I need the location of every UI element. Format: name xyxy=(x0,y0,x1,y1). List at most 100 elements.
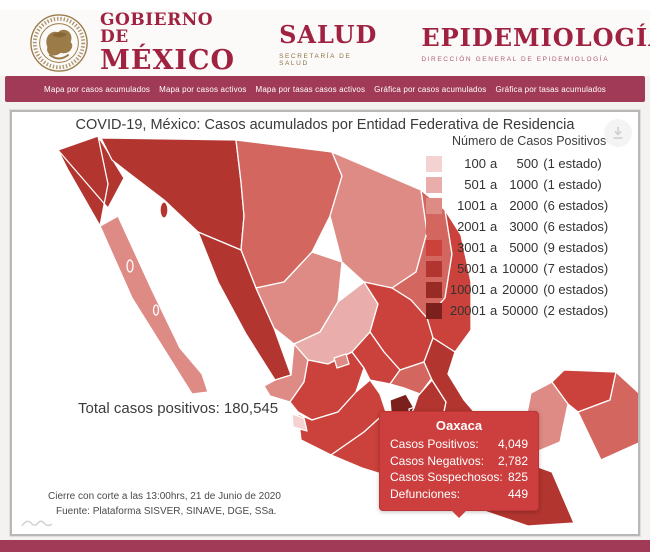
brand-line1: GOBIERNO DE xyxy=(100,9,214,48)
legend-range-from: 3001 xyxy=(457,240,486,255)
nav-mapa-casos-activos[interactable]: Mapa por casos activos xyxy=(159,84,247,94)
legend-range-from: 5001 xyxy=(457,261,486,276)
legend-title: Número de Casos Positivos xyxy=(452,134,607,148)
mexico-choropleth-map xyxy=(57,135,638,527)
legend-range-to: 3000 xyxy=(509,219,539,234)
legend-item: 100 a 500 (1 estado) xyxy=(426,153,636,174)
state-baja-california-sur[interactable] xyxy=(99,215,209,395)
tooltip-label: Casos Sospechosos: xyxy=(390,470,503,484)
legend-range-to: 2000 xyxy=(509,198,539,213)
tooltip-state-name: Oaxaca xyxy=(435,418,483,433)
dashboard-panel: COVID-19, México: Casos acumulados por E… xyxy=(10,110,640,536)
island[interactable] xyxy=(152,304,160,316)
legend-count: (6 estados) xyxy=(543,219,609,234)
main-nav: Mapa por casos acumulados Mapa por casos… xyxy=(5,76,645,102)
tooltip-row: Defunciones: 449 xyxy=(390,486,528,503)
legend-swatch xyxy=(426,260,442,277)
legend-a: a xyxy=(490,261,498,276)
nav-grafica-tasas-acumulados[interactable]: Gráfica por tasas acumulados xyxy=(495,84,606,94)
legend-item: 10001 a 20000 (0 estados) xyxy=(426,279,636,300)
legend-item: 20001 a 50000 (2 estados) xyxy=(426,300,636,321)
legend-a: a xyxy=(490,219,498,234)
tooltip-label: Defunciones: xyxy=(390,486,461,501)
legend-swatch xyxy=(426,302,442,319)
legend-range-to: 5000 xyxy=(509,240,539,255)
island-tiburon[interactable] xyxy=(159,201,169,219)
tooltip-row: Casos Sospechosos: 825 xyxy=(390,469,528,486)
salud-block: SALUD SECRETARÍA DE SALUD xyxy=(279,20,377,67)
legend-swatch xyxy=(426,176,442,193)
legend-range-to: 50000 xyxy=(502,303,539,318)
legend-swatch xyxy=(426,155,442,172)
tooltip-label: Casos Negativos: xyxy=(390,453,485,468)
legend-range-from: 100 xyxy=(464,156,486,171)
legend-count: (1 estado) xyxy=(543,177,602,192)
epidemiologia-block: EPIDEMIOLOGÍA DIRECCIÓN GENERAL DE EPIDE… xyxy=(421,23,650,63)
legend-range-from: 2001 xyxy=(457,219,486,234)
state-colima[interactable] xyxy=(291,413,308,432)
legend-range-from: 10001 xyxy=(449,282,486,297)
legend-count: (9 estados) xyxy=(543,240,609,255)
tooltip-value: 2,782 xyxy=(497,453,528,468)
legend-count: (1 estado) xyxy=(543,156,602,171)
epidemiologia-subtitle: DIRECCIÓN GENERAL DE EPIDEMIOLOGÍA xyxy=(421,56,610,63)
state-coahuila[interactable] xyxy=(329,151,428,289)
legend-range-from: 1001 xyxy=(457,198,486,213)
legend-item: 2001 a 3000 (6 estados) xyxy=(426,216,636,237)
source-note: Fuente: Plataforma SISVER, SINAVE, DGE, … xyxy=(56,506,277,517)
tooltip-value: 4,049 xyxy=(497,437,528,451)
legend-item: 1001 a 2000 (6 estados) xyxy=(426,195,636,216)
state-michoacan[interactable] xyxy=(297,379,387,456)
header: GOBIERNO DE MÉXICO SALUD SECRETARÍA DE S… xyxy=(0,0,650,76)
legend-swatch xyxy=(426,218,442,235)
legend-a: a xyxy=(490,240,498,255)
legend-range-from: 501 xyxy=(464,177,486,192)
legend-range-to: 20000 xyxy=(502,282,539,297)
salud-subtitle: SECRETARÍA DE SALUD xyxy=(279,52,352,67)
bottom-bar xyxy=(0,540,650,552)
legend-range-to: 500 xyxy=(516,156,539,171)
legend-a: a xyxy=(490,198,498,213)
legend-swatch xyxy=(426,281,442,298)
island[interactable] xyxy=(126,259,134,273)
legend-item: 501 a 1000 (1 estado) xyxy=(426,174,636,195)
tooltip-row: Casos Negativos: 2,782 xyxy=(390,453,528,470)
legend-a: a xyxy=(490,156,498,171)
panel-title: COVID-19, México: Casos acumulados por E… xyxy=(75,117,575,133)
download-button[interactable] xyxy=(604,119,632,147)
tooltip-value: 825 xyxy=(507,470,528,484)
oaxaca-tooltip: Oaxaca Casos Positivos: 4,049 Casos Nega… xyxy=(379,411,539,518)
total-cases-label: Total casos positivos: 180,545 xyxy=(78,400,279,417)
legend-range-to: 1000 xyxy=(509,177,539,192)
mexico-coat-of-arms-logo xyxy=(30,14,88,72)
legend-item: 5001 a 10000 (7 estados) xyxy=(426,258,636,279)
decorative-squiggle xyxy=(21,520,53,527)
legend-a: a xyxy=(490,303,498,318)
cutoff-date-note: Cierre con corte a las 13:00hrs, 21 de J… xyxy=(48,491,281,502)
download-icon xyxy=(613,127,623,139)
legend: Número de Casos Positivos 100 a 500 (1 est… xyxy=(426,134,636,321)
nav-grafica-casos-acumulados[interactable]: Gráfica por casos acumulados xyxy=(374,84,487,94)
salud-title: SALUD xyxy=(279,19,378,49)
tooltip-label: Casos Positivos: xyxy=(390,437,479,451)
legend-swatch xyxy=(426,239,442,256)
nav-mapa-tasas-casos-activos[interactable]: Mapa por tasas casos activos xyxy=(255,84,366,94)
legend-a: a xyxy=(490,177,498,192)
legend-count: (0 estados) xyxy=(543,282,609,297)
legend-range-to: 10000 xyxy=(502,261,539,276)
legend-swatch xyxy=(426,197,442,214)
epidemiologia-title: EPIDEMIOLOGÍA xyxy=(421,23,650,52)
nav-mapa-casos-acumulados[interactable]: Mapa por casos acumulados xyxy=(44,84,151,94)
state-quintana-roo[interactable] xyxy=(577,371,638,461)
state-aguascalientes[interactable] xyxy=(333,353,350,369)
legend-range-from: 20001 xyxy=(449,303,486,318)
legend-item: 3001 a 5000 (9 estados) xyxy=(426,237,636,258)
brand-gobierno-de-mexico: GOBIERNO DE MÉXICO xyxy=(100,9,236,76)
tooltip-value: 449 xyxy=(507,486,528,501)
legend-a: a xyxy=(490,282,498,297)
legend-count: (6 estados) xyxy=(543,198,609,213)
brand-line2: MÉXICO xyxy=(100,44,236,76)
tooltip-row: Casos Positivos: 4,049 xyxy=(390,436,528,453)
legend-count: (7 estados) xyxy=(543,261,609,276)
legend-count: (2 estados) xyxy=(543,303,609,318)
